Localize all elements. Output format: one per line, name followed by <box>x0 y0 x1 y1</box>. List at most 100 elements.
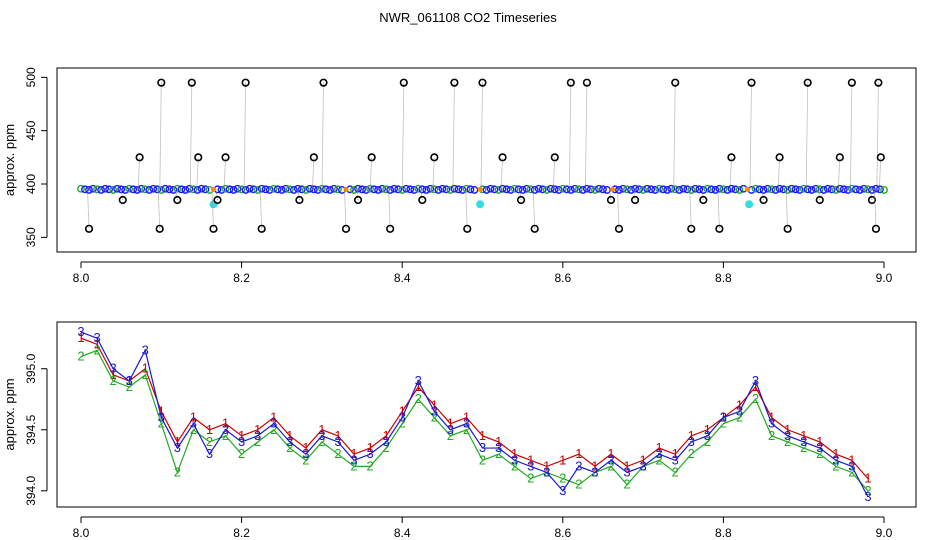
baseline-point <box>723 186 732 194</box>
series-2-point-label: 2 <box>511 458 518 473</box>
series-3-point-label: 3 <box>463 416 470 431</box>
series-3-point-label: 3 <box>575 458 582 473</box>
baseline-point <box>169 186 178 194</box>
spike-point <box>213 195 222 205</box>
baseline-point <box>442 185 451 194</box>
baseline-point <box>161 184 170 193</box>
spike-point <box>727 153 736 162</box>
spike-point <box>157 78 166 87</box>
baseline-point <box>402 184 411 193</box>
baseline-point <box>269 184 278 193</box>
series-1-point-label: 1 <box>736 397 743 412</box>
spike-point <box>450 78 459 87</box>
baseline-point <box>767 185 776 194</box>
baseline-point <box>462 184 471 193</box>
baseline-point <box>578 186 587 194</box>
series-3-point-label: 3 <box>672 452 679 467</box>
baseline-point <box>81 185 89 194</box>
series-2-point-label: 2 <box>126 379 133 394</box>
series-3-point-label: 3 <box>126 373 133 388</box>
gap-marker <box>610 186 616 192</box>
baseline-point <box>366 184 374 193</box>
baseline-point <box>570 184 579 193</box>
baseline-point <box>647 185 656 194</box>
series-3-point-label: 3 <box>350 452 357 467</box>
baseline-point <box>370 185 378 194</box>
baseline-point <box>466 185 475 194</box>
baseline-point <box>731 185 740 194</box>
baseline-point <box>145 186 154 194</box>
series-3-point-label: 3 <box>736 403 743 418</box>
spike-stem <box>584 82 588 190</box>
series-1-point-label: 1 <box>591 458 598 473</box>
baseline-point <box>864 185 872 194</box>
series-2-point-label: 2 <box>77 349 84 364</box>
spike-point <box>815 195 824 205</box>
x-tick-label: 9.0 <box>876 271 893 285</box>
baseline-point <box>289 186 298 194</box>
baseline-point <box>651 186 660 194</box>
series-2-point-label: 2 <box>415 391 422 406</box>
spike-stem <box>552 157 556 190</box>
baseline-point <box>386 186 395 194</box>
spike-stem <box>633 189 636 201</box>
baseline-point <box>546 184 555 193</box>
baseline-point <box>635 185 643 194</box>
baseline-point <box>791 185 800 194</box>
x-tick-label: 8.8 <box>715 526 732 540</box>
spike-stem <box>849 82 853 190</box>
series-1-point-label: 1 <box>639 452 646 467</box>
series-2-point-label: 2 <box>93 342 100 357</box>
baseline-point <box>851 185 860 194</box>
baseline-point <box>181 186 190 194</box>
baseline-point <box>847 184 856 193</box>
series-3-point-label: 3 <box>334 434 341 449</box>
series-1-point-label: 1 <box>431 397 438 412</box>
spike-point <box>835 153 844 162</box>
baseline-point <box>410 186 419 194</box>
x-tick-label: 8.4 <box>394 271 411 285</box>
spike-point <box>209 224 218 233</box>
series-1-point-label: 1 <box>366 440 373 455</box>
series-3-point-label: 3 <box>302 446 309 461</box>
series-3-point-label: 3 <box>206 446 213 461</box>
baseline-point <box>394 185 403 194</box>
spike-stem <box>452 82 455 190</box>
spike-stem <box>211 189 214 229</box>
spike-point <box>566 78 575 87</box>
baseline-point <box>815 185 824 194</box>
spike-point <box>319 78 328 87</box>
baseline-point <box>89 184 97 193</box>
series-1-point-label: 1 <box>142 361 149 376</box>
baseline-point <box>494 186 503 194</box>
spike-stem <box>519 189 522 201</box>
spike-point <box>582 78 591 87</box>
series-2-point-label: 2 <box>688 446 695 461</box>
baseline-point <box>703 184 712 193</box>
x-tick-label: 8.2 <box>233 526 250 540</box>
baseline-point <box>827 185 836 194</box>
baseline-point <box>233 184 242 193</box>
spike-stem <box>785 189 789 229</box>
gap-marker <box>210 186 216 192</box>
series-3-point-label: 3 <box>495 440 502 455</box>
baseline-point <box>506 186 515 194</box>
baseline-point <box>113 184 122 193</box>
spike-point <box>614 224 624 233</box>
baseline-point <box>655 184 664 193</box>
baseline-point <box>667 184 676 193</box>
baseline-point <box>121 186 130 194</box>
cyan-point <box>476 200 485 209</box>
baseline-point <box>615 186 623 194</box>
spike-stem <box>259 189 263 229</box>
series-3-point-label: 3 <box>816 440 823 455</box>
spike-stem <box>432 157 435 190</box>
baseline-point <box>450 184 459 193</box>
baseline-point <box>245 184 254 193</box>
spike-point <box>847 78 856 87</box>
baseline-point <box>566 186 575 194</box>
series-2-point-label: 2 <box>350 458 357 473</box>
spike-stem <box>189 82 193 190</box>
series-3-point-label: 3 <box>752 373 759 388</box>
